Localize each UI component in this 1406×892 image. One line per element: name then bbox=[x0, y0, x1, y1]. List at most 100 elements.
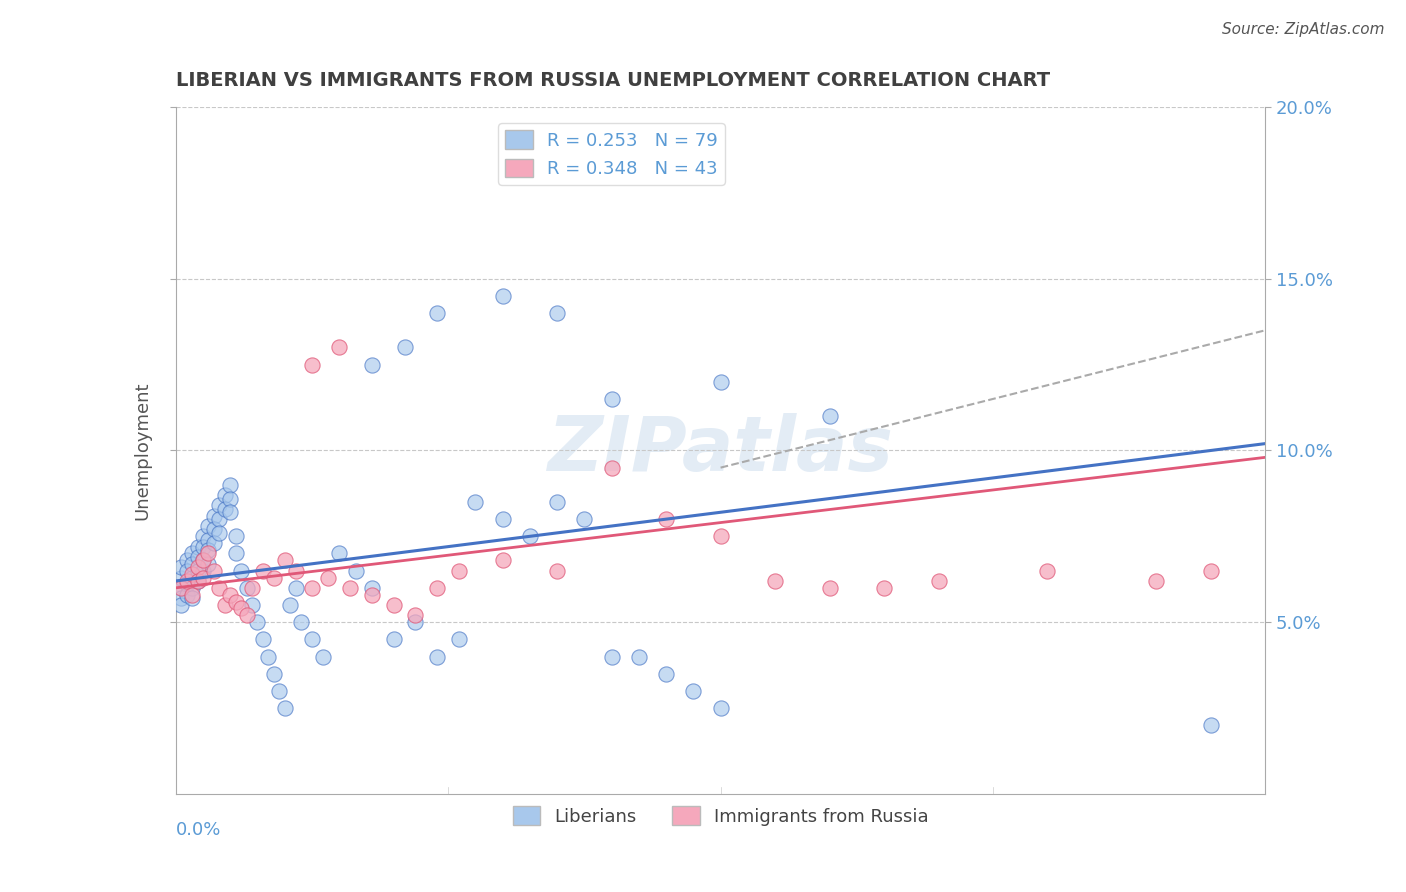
Point bbox=[710, 375, 733, 389]
Point bbox=[1199, 718, 1222, 732]
Point bbox=[219, 505, 242, 519]
Point bbox=[191, 553, 214, 567]
Point bbox=[191, 564, 214, 578]
Point bbox=[240, 581, 263, 595]
Point bbox=[219, 478, 242, 492]
Point bbox=[191, 540, 214, 554]
Point bbox=[492, 289, 515, 303]
Point bbox=[186, 574, 209, 588]
Point bbox=[382, 598, 405, 612]
Point bbox=[301, 581, 323, 595]
Point bbox=[447, 564, 470, 578]
Point bbox=[269, 683, 291, 698]
Point bbox=[202, 508, 225, 523]
Point bbox=[257, 649, 280, 664]
Point bbox=[235, 581, 257, 595]
Point bbox=[176, 564, 198, 578]
Point bbox=[873, 581, 896, 595]
Point bbox=[197, 543, 219, 558]
Point bbox=[627, 649, 650, 664]
Point bbox=[186, 564, 209, 578]
Point bbox=[208, 512, 231, 526]
Point bbox=[284, 581, 307, 595]
Legend: Liberians, Immigrants from Russia: Liberians, Immigrants from Russia bbox=[505, 799, 936, 833]
Point bbox=[197, 519, 219, 533]
Point bbox=[170, 581, 193, 595]
Point bbox=[278, 598, 301, 612]
Text: Source: ZipAtlas.com: Source: ZipAtlas.com bbox=[1222, 22, 1385, 37]
Point bbox=[339, 581, 361, 595]
Point bbox=[818, 581, 841, 595]
Point bbox=[312, 649, 335, 664]
Point bbox=[546, 564, 568, 578]
Point bbox=[197, 546, 219, 561]
Text: LIBERIAN VS IMMIGRANTS FROM RUSSIA UNEMPLOYMENT CORRELATION CHART: LIBERIAN VS IMMIGRANTS FROM RUSSIA UNEMP… bbox=[176, 71, 1050, 90]
Point bbox=[252, 564, 274, 578]
Point bbox=[405, 608, 427, 623]
Point bbox=[202, 564, 225, 578]
Point bbox=[301, 358, 323, 372]
Point bbox=[181, 570, 204, 584]
Point bbox=[181, 567, 204, 582]
Point bbox=[464, 495, 486, 509]
Point bbox=[344, 564, 367, 578]
Point bbox=[546, 306, 568, 320]
Point bbox=[202, 536, 225, 550]
Point bbox=[1144, 574, 1167, 588]
Point bbox=[360, 358, 382, 372]
Point bbox=[181, 591, 204, 606]
Point bbox=[246, 615, 269, 630]
Point bbox=[208, 525, 231, 540]
Point bbox=[170, 598, 193, 612]
Point bbox=[214, 501, 236, 516]
Point bbox=[231, 601, 253, 615]
Point bbox=[682, 683, 704, 698]
Point bbox=[240, 598, 263, 612]
Point bbox=[208, 499, 231, 513]
Point bbox=[655, 666, 678, 681]
Point bbox=[492, 512, 515, 526]
Point bbox=[360, 581, 382, 595]
Point bbox=[197, 533, 219, 547]
Y-axis label: Unemployment: Unemployment bbox=[134, 381, 152, 520]
Point bbox=[176, 588, 198, 602]
Point bbox=[328, 340, 350, 354]
Point bbox=[170, 570, 193, 584]
Point bbox=[231, 564, 253, 578]
Point bbox=[492, 553, 515, 567]
Text: ZIPatlas: ZIPatlas bbox=[547, 414, 894, 487]
Point bbox=[214, 598, 236, 612]
Point bbox=[274, 553, 297, 567]
Point bbox=[710, 529, 733, 543]
Point bbox=[600, 392, 623, 406]
Point bbox=[1199, 564, 1222, 578]
Point bbox=[263, 666, 285, 681]
Point bbox=[318, 570, 340, 584]
Point bbox=[301, 632, 323, 647]
Point bbox=[252, 632, 274, 647]
Point bbox=[426, 649, 449, 664]
Point bbox=[574, 512, 596, 526]
Point bbox=[197, 557, 219, 571]
Point bbox=[191, 529, 214, 543]
Point bbox=[763, 574, 786, 588]
Point bbox=[426, 306, 449, 320]
Point bbox=[655, 512, 678, 526]
Point bbox=[225, 529, 247, 543]
Point bbox=[181, 588, 204, 602]
Point bbox=[360, 588, 382, 602]
Point bbox=[191, 553, 214, 567]
Point bbox=[928, 574, 950, 588]
Point bbox=[176, 553, 198, 567]
Point bbox=[186, 549, 209, 564]
Text: 0.0%: 0.0% bbox=[176, 822, 221, 839]
Point bbox=[274, 701, 297, 715]
Point bbox=[186, 540, 209, 554]
Point bbox=[263, 570, 285, 584]
Point bbox=[600, 460, 623, 475]
Point bbox=[186, 560, 209, 574]
Point bbox=[176, 577, 198, 591]
Point bbox=[176, 574, 198, 588]
Point bbox=[546, 495, 568, 509]
Point bbox=[219, 491, 242, 506]
